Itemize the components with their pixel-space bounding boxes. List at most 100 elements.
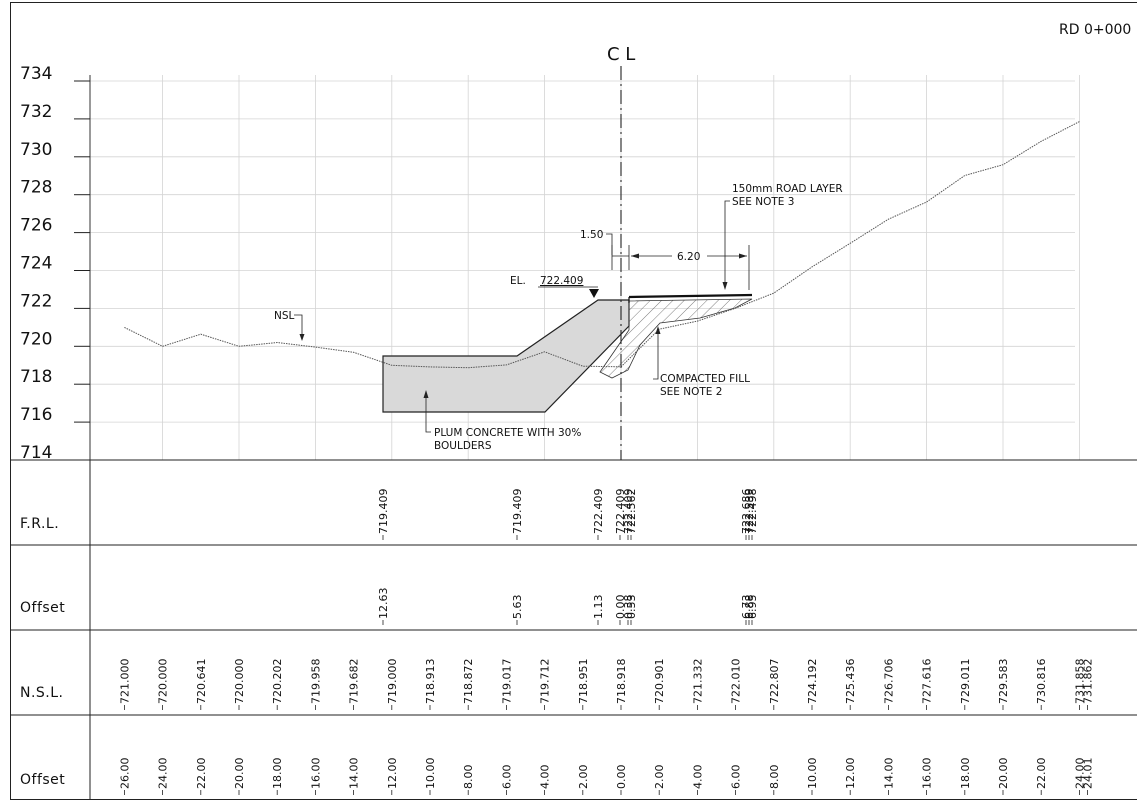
el-triangle-marker [589, 289, 599, 298]
el-value: 722.409 [540, 275, 583, 287]
dimension-1-50: 1.50 [580, 229, 603, 241]
ground-offset-value: 22.00 [1035, 758, 1048, 790]
plum-concrete-note-line2: BOULDERS [434, 440, 492, 452]
nsl-value: 726.706 [882, 659, 895, 705]
design-offset-value: 6.73 [740, 595, 753, 620]
ground-offset-value: 16.00 [921, 758, 934, 790]
nsl-value: 722.807 [768, 659, 781, 705]
nsl-value: 721.332 [691, 659, 704, 705]
road-layer-note-line2: SEE NOTE 3 [732, 196, 794, 208]
row-design-offset-values: 12.63 5.63 1.13 0.000.380.53 6.736.886.95 [377, 588, 759, 625]
ground-offset-value: 2.00 [577, 765, 590, 790]
nsl-value: 719.017 [500, 659, 513, 705]
design-offset-value: 6.95 [746, 595, 759, 620]
elevation-tick-label: 726 [20, 216, 52, 236]
row-label-design-offset: Offset [20, 600, 65, 616]
chainage-label: RD 0+000 [1059, 22, 1131, 38]
el-prefix: EL. [510, 275, 526, 287]
elevation-tick-label: 728 [20, 178, 52, 198]
frl-value: 722.539 [743, 489, 756, 535]
ground-offset-value: 18.00 [959, 758, 972, 790]
elevation-tick-label: 734 [20, 64, 52, 84]
ground-offset-value: 8.00 [768, 765, 781, 790]
nsl-value: 721.000 [118, 659, 131, 705]
elevation-tick-label: 720 [20, 329, 52, 349]
ground-offset-value: 22.00 [195, 758, 208, 790]
ground-offset-value: 14.00 [348, 758, 361, 790]
dimension-6-20: 6.20 [677, 251, 700, 263]
section-grid [89, 75, 1080, 460]
nsl-value: 729.583 [997, 659, 1010, 705]
road-layer [628, 293, 753, 299]
nsl-value: 731.858 [1073, 659, 1086, 705]
plum-concrete-block [382, 299, 630, 413]
elevation-tick-label: 724 [20, 254, 52, 274]
ground-offset-value: 10.00 [424, 758, 437, 790]
nsl-value: 718.918 [615, 659, 628, 705]
ground-offset-value: 4.00 [539, 765, 552, 790]
frl-value: 722.409 [592, 489, 605, 535]
ground-offset-value: 26.00 [118, 758, 131, 790]
design-offset-value: 1.13 [592, 595, 605, 620]
plum-concrete-arrowhead [423, 390, 429, 398]
nsl-value: 724.192 [806, 659, 819, 705]
ground-offset-value: 18.00 [271, 758, 284, 790]
road-layer-arrowhead [722, 282, 728, 290]
design-offset-value: 0.38 [622, 595, 635, 620]
nsl-arrowhead [299, 334, 305, 341]
ground-offset-value: 10.00 [806, 758, 819, 790]
compacted-fill-hatch [599, 298, 753, 379]
compacted-fill-note-line1: COMPACTED FILL [660, 373, 750, 385]
nsl-value: 727.616 [921, 659, 934, 705]
row-label-ground-offset: Offset [20, 772, 65, 788]
centerline-label: C L [607, 44, 635, 65]
nsl-value: 725.436 [844, 659, 857, 705]
ground-offset-value: 16.00 [309, 758, 322, 790]
ground-offset-value: 12.00 [844, 758, 857, 790]
ground-offset-value: 6.00 [500, 765, 513, 790]
plum-concrete-note-line1: PLUM CONCRETE WITH 30% [434, 427, 581, 439]
ground-offset-value: 14.00 [882, 758, 895, 790]
elevation-tick-label: 714 [20, 443, 52, 463]
ground-offset-value: 4.00 [691, 765, 704, 790]
nsl-value: 731.862 [1082, 659, 1095, 705]
design-offset-value: 6.88 [743, 595, 756, 620]
nsl-value: 720.000 [233, 659, 246, 705]
row-frl-values: 719.409 719.409 722.409 722.409722.409722.5… [377, 489, 759, 540]
ground-offset-value: 0.00 [615, 765, 628, 790]
plum-concrete-leader [425, 392, 431, 433]
ground-offset-value: 8.00 [462, 765, 475, 790]
design-offset-value: 0.00 [614, 595, 627, 620]
frl-value: 722.498 [746, 489, 759, 535]
nsl-value: 729.011 [959, 659, 972, 705]
nsl-value: 719.000 [386, 659, 399, 705]
frl-value: 719.409 [377, 489, 390, 535]
nsl-value: 718.913 [424, 659, 437, 705]
frl-value: 722.562 [625, 489, 638, 535]
elevation-tick-label: 718 [20, 367, 52, 387]
nsl-value: 720.000 [157, 659, 170, 705]
nsl-value: 722.010 [730, 659, 743, 705]
ground-offset-value: 24.00 [157, 758, 170, 790]
ground-offset-value: 24.00 [1073, 758, 1086, 790]
nsl-value: 720.641 [195, 659, 208, 705]
nsl-value: 730.816 [1035, 659, 1048, 705]
ground-offset-value: 20.00 [233, 758, 246, 790]
compacted-fill-leader [653, 328, 659, 380]
structures [382, 293, 753, 413]
frl-value: 722.409 [614, 489, 627, 535]
compacted-fill-arrowhead [655, 326, 661, 334]
design-offset-value: 12.63 [377, 588, 390, 620]
road-layer-leader [724, 200, 730, 288]
nsl-callout: NSL [274, 310, 295, 322]
frl-value: 719.409 [511, 489, 524, 535]
compacted-fill-note-line2: SEE NOTE 2 [660, 386, 722, 398]
nsl-value: 720.901 [653, 659, 666, 705]
nsl-value: 719.682 [348, 659, 361, 705]
dim-6-20-arrow-right [739, 253, 747, 259]
ground-offset-value: 20.00 [997, 758, 1010, 790]
elevation-axis: 734 732 730 728 726 724 722 720 718 716 714 [20, 64, 90, 463]
ground-offset-value: 24.01 [1082, 758, 1095, 790]
sheet-border [10, 2, 1137, 800]
